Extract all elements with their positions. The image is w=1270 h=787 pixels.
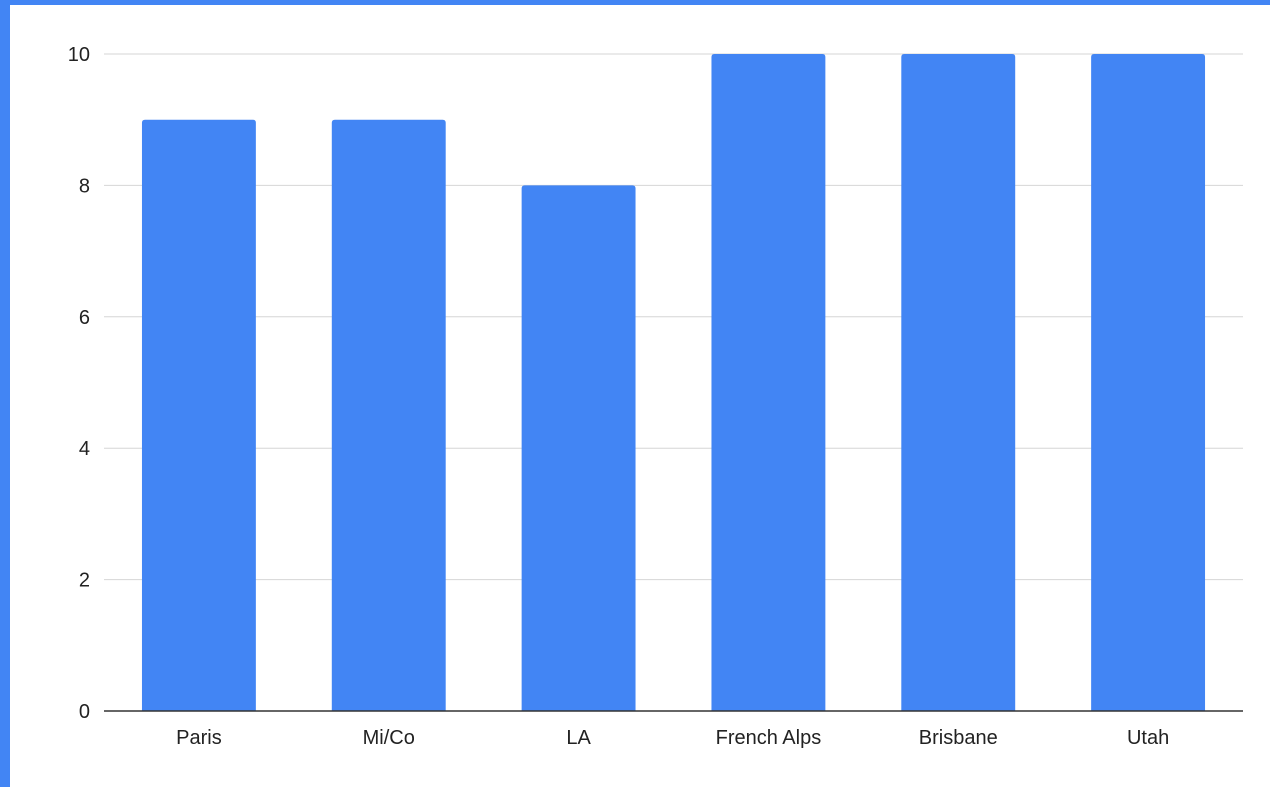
y-tick-label: 10 — [68, 44, 90, 66]
x-tick-label: LA — [566, 727, 591, 749]
axes: 0 2 4 6 8 10 Paris Mi/Co LA French Alps Brisbane Ut… — [68, 44, 1243, 749]
bar-french-alps — [711, 54, 826, 711]
gridlines — [104, 53, 1243, 581]
chart-frame: 0 2 4 6 8 10 Paris Mi/Co LA French Alps Brisbane Ut… — [10, 5, 1270, 787]
bar-utah — [1091, 54, 1206, 711]
bar-brisbane — [901, 54, 1016, 711]
x-tick-label: French Alps — [716, 727, 822, 749]
x-tick-label: Utah — [1127, 727, 1169, 749]
x-tick-label: Mi/Co — [363, 727, 415, 749]
bar-paris — [141, 119, 256, 711]
bar-chart: 0 2 4 6 8 10 Paris Mi/Co LA French Alps Brisbane Ut… — [68, 44, 1243, 749]
x-tick-label: Brisbane — [919, 727, 998, 749]
bars — [141, 54, 1206, 711]
bar-mi-co — [331, 119, 446, 711]
bar-la — [521, 185, 636, 711]
y-tick-label: 0 — [79, 701, 90, 723]
y-tick-label: 6 — [79, 307, 90, 329]
y-tick-label: 4 — [79, 438, 90, 460]
y-tick-label: 8 — [79, 175, 90, 197]
y-tick-label: 2 — [79, 570, 90, 592]
x-tick-label: Paris — [176, 727, 222, 749]
